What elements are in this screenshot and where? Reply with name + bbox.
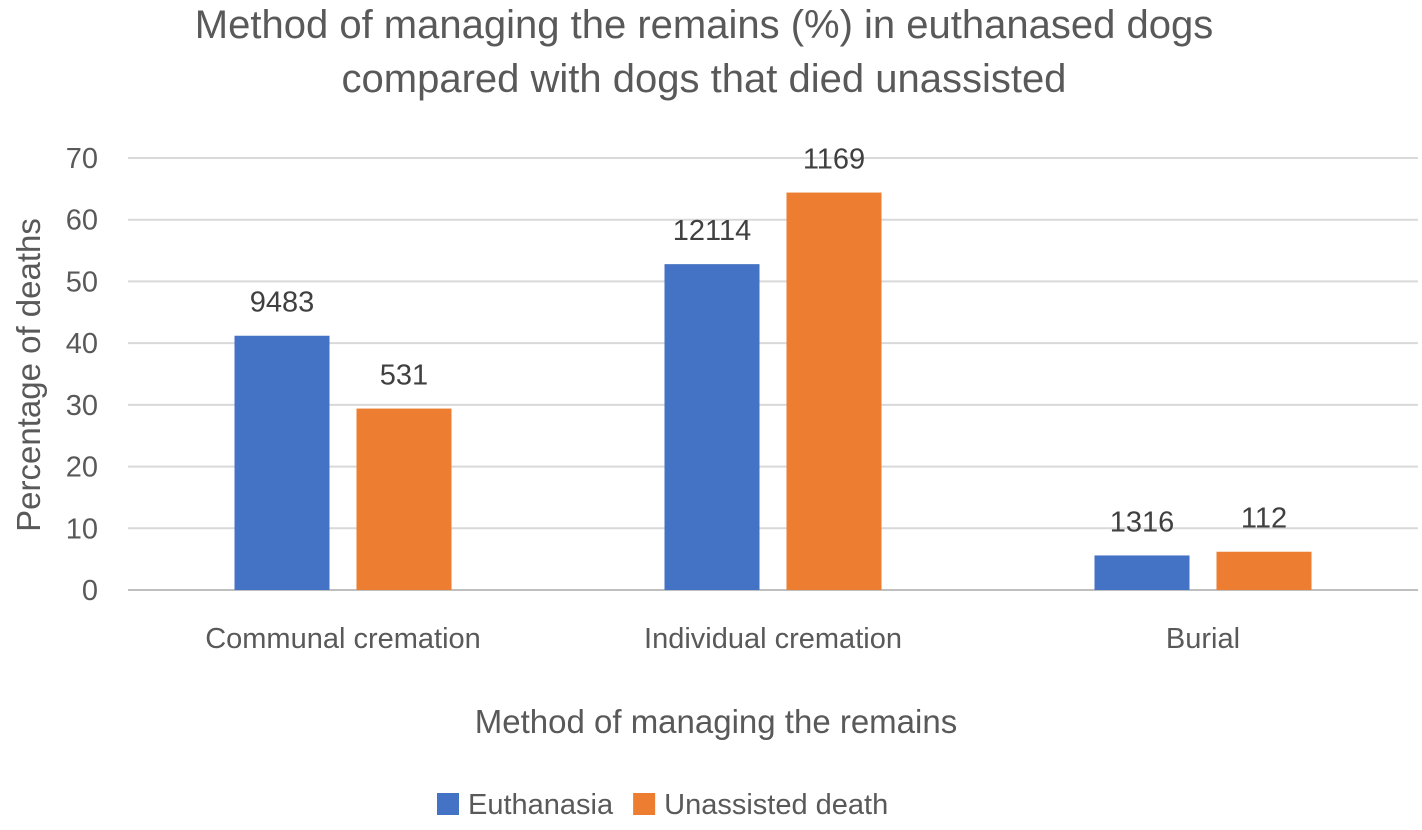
x-axis-title: Method of managing the remains xyxy=(475,703,957,740)
y-tick-label: 60 xyxy=(66,205,98,237)
x-category-label: Individual cremation xyxy=(644,623,902,655)
bar-euthanasia-2 xyxy=(1094,555,1190,590)
x-category-label: Communal cremation xyxy=(205,623,481,655)
legend-swatch-euthanasia xyxy=(437,793,459,815)
y-axis-title: Percentage of deaths xyxy=(10,218,47,532)
data-label: 1169 xyxy=(803,144,865,176)
y-tick-label: 10 xyxy=(66,513,98,545)
chart-title-line-2: compared with dogs that died unassisted xyxy=(342,57,1067,101)
legend-label: Euthanasia xyxy=(468,789,614,821)
data-label: 12114 xyxy=(673,215,752,247)
y-tick-label: 30 xyxy=(66,390,98,422)
bar-unassisted-death-1 xyxy=(786,192,882,590)
legend-swatch-unassisted-death xyxy=(633,793,656,815)
bar-unassisted-death-0 xyxy=(356,408,452,590)
y-tick-label: 70 xyxy=(66,143,98,175)
bars xyxy=(234,192,1312,590)
y-tick-label: 0 xyxy=(82,575,98,607)
legend-label: Unassisted death xyxy=(664,789,888,821)
y-tick-label: 20 xyxy=(66,452,98,484)
chart-title-line-1: Method of managing the remains (%) in eu… xyxy=(195,3,1213,47)
gridlines xyxy=(128,157,1418,591)
y-tick-label: 40 xyxy=(66,328,98,360)
y-tick-label: 50 xyxy=(66,266,98,298)
data-label: 1316 xyxy=(1110,506,1175,538)
data-label: 112 xyxy=(1241,503,1287,535)
legend: Euthanasia Unassisted death xyxy=(437,789,888,821)
chart-title: Method of managing the remains (%) in eu… xyxy=(195,3,1213,101)
x-category-label: Burial xyxy=(1166,623,1240,655)
bar-euthanasia-1 xyxy=(664,264,760,590)
data-label: 531 xyxy=(380,360,428,392)
bar-euthanasia-0 xyxy=(234,335,330,590)
data-label: 9483 xyxy=(250,287,315,319)
x-axis-category-labels: Communal cremation Individual cremation Bu… xyxy=(205,623,1240,655)
data-labels: 9483 531 12114 1169 1316 112 xyxy=(250,144,1287,539)
y-axis-tick-labels: 0 10 20 30 40 50 60 70 xyxy=(66,143,98,607)
bar-unassisted-death-2 xyxy=(1216,551,1312,590)
